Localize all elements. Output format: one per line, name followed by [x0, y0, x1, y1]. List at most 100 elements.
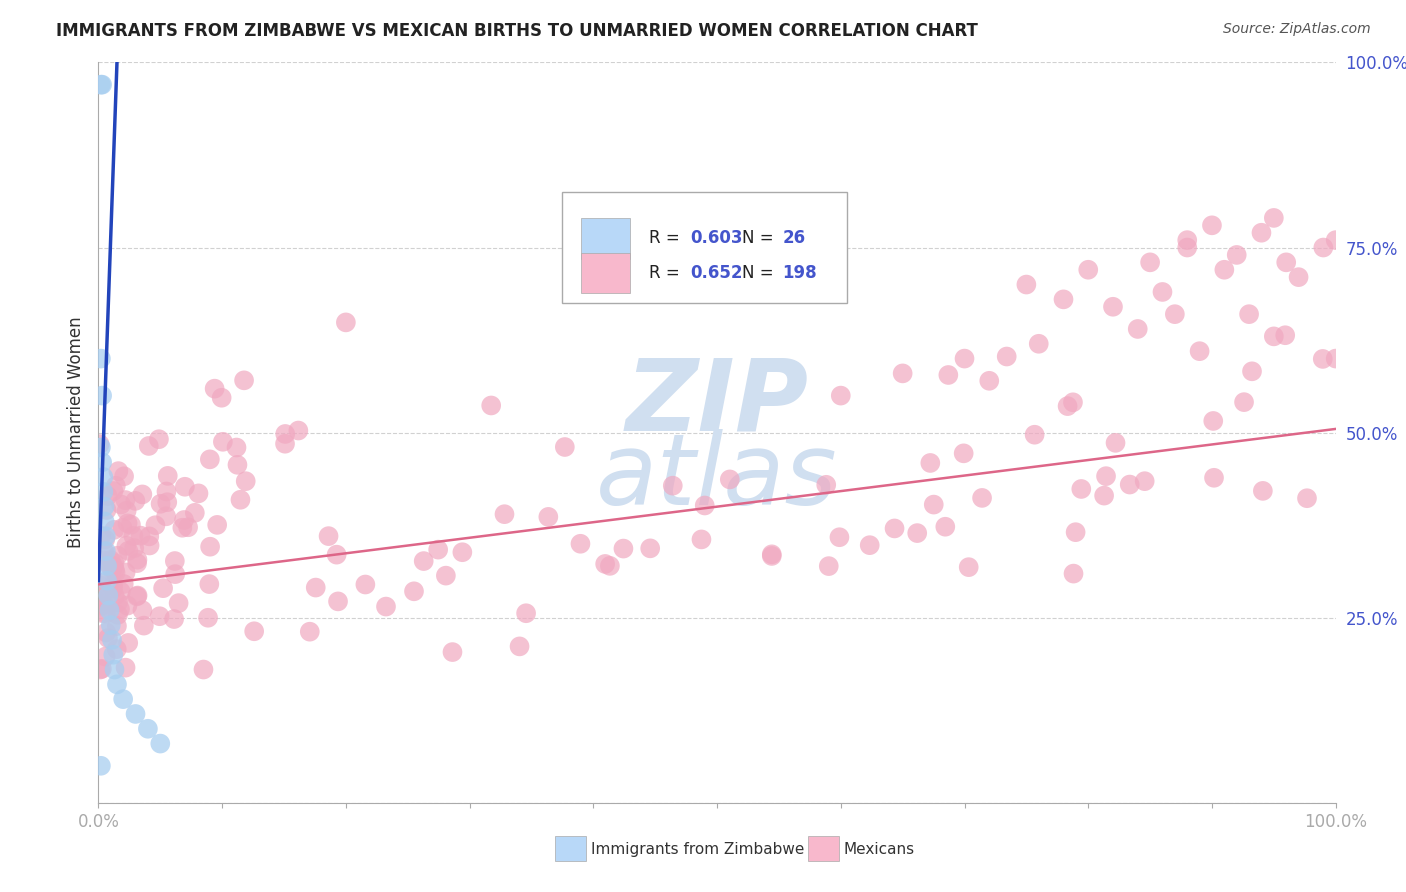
Point — [89, 437, 111, 451]
Point — [131, 487, 153, 501]
Point — [90, 351, 112, 366]
Point — [105, 642, 128, 657]
Point — [90, 599, 112, 613]
Point — [103, 648, 125, 662]
Text: ZIP: ZIP — [626, 354, 808, 451]
Point — [127, 552, 149, 566]
Point — [1312, 240, 1334, 255]
Point — [1226, 248, 1249, 262]
Point — [163, 612, 186, 626]
Point — [97, 489, 120, 503]
Point — [434, 568, 457, 582]
Point — [375, 599, 398, 614]
Point — [136, 722, 159, 736]
Point — [953, 351, 976, 366]
Point — [93, 544, 115, 558]
Point — [177, 520, 200, 534]
Point — [1062, 395, 1084, 409]
Point — [173, 480, 195, 494]
Text: 26: 26 — [783, 229, 806, 247]
Point — [1092, 489, 1115, 503]
Point — [891, 367, 914, 381]
Point — [91, 607, 114, 621]
Point — [94, 533, 117, 547]
Point — [1102, 300, 1125, 314]
Point — [114, 493, 136, 508]
Point — [226, 458, 249, 472]
Point — [96, 558, 118, 573]
Point — [1202, 414, 1225, 428]
Point — [110, 498, 132, 512]
Point — [115, 504, 138, 518]
Text: N =: N = — [742, 264, 779, 282]
Point — [593, 557, 616, 571]
Point — [96, 625, 118, 640]
Point — [354, 577, 377, 591]
Point — [815, 477, 838, 491]
Point — [91, 455, 114, 469]
Point — [761, 549, 783, 563]
Point — [233, 373, 256, 387]
Point — [1312, 351, 1334, 366]
FancyBboxPatch shape — [581, 218, 630, 259]
Point — [1250, 226, 1272, 240]
Point — [198, 577, 221, 591]
Point — [274, 436, 297, 450]
Text: Source: ZipAtlas.com: Source: ZipAtlas.com — [1223, 22, 1371, 37]
Text: 0.603: 0.603 — [690, 229, 742, 247]
Point — [1275, 255, 1298, 269]
Point — [537, 509, 560, 524]
Point — [1056, 399, 1078, 413]
Point — [1175, 233, 1198, 247]
Text: Mexicans: Mexicans — [844, 842, 915, 856]
Point — [155, 484, 177, 499]
Point — [90, 441, 112, 455]
Point — [1188, 344, 1211, 359]
Point — [287, 424, 309, 438]
Point — [1133, 474, 1156, 488]
Point — [98, 558, 121, 573]
Point — [105, 619, 128, 633]
Point — [325, 548, 347, 562]
Point — [152, 581, 174, 595]
Point — [441, 645, 464, 659]
Point — [125, 590, 148, 604]
Point — [243, 624, 266, 639]
Point — [1237, 307, 1260, 321]
Point — [1213, 262, 1236, 277]
Point — [124, 706, 146, 721]
Point — [104, 479, 127, 493]
Point — [922, 498, 945, 512]
Point — [112, 692, 135, 706]
Point — [1104, 435, 1126, 450]
Point — [94, 607, 117, 621]
Point — [934, 519, 956, 533]
Point — [129, 528, 152, 542]
Point — [108, 602, 131, 616]
Point — [554, 440, 576, 454]
Text: Immigrants from Zimbabwe: Immigrants from Zimbabwe — [591, 842, 804, 856]
Point — [920, 456, 942, 470]
Point — [112, 577, 135, 591]
Point — [1263, 329, 1285, 343]
Point — [131, 603, 153, 617]
Point — [197, 611, 219, 625]
Point — [1152, 285, 1174, 299]
Point — [101, 562, 124, 576]
Point — [1274, 328, 1296, 343]
Point — [198, 452, 221, 467]
Point — [103, 483, 125, 498]
Point — [93, 500, 115, 514]
Point — [451, 545, 474, 559]
Point — [693, 499, 716, 513]
Point — [132, 618, 155, 632]
Point — [1063, 566, 1085, 581]
Point — [94, 544, 117, 558]
Point — [187, 486, 209, 500]
Point — [569, 537, 592, 551]
Point — [936, 368, 959, 382]
Point — [124, 494, 146, 508]
Point — [103, 559, 125, 574]
Point — [117, 544, 139, 558]
Point — [117, 599, 139, 613]
